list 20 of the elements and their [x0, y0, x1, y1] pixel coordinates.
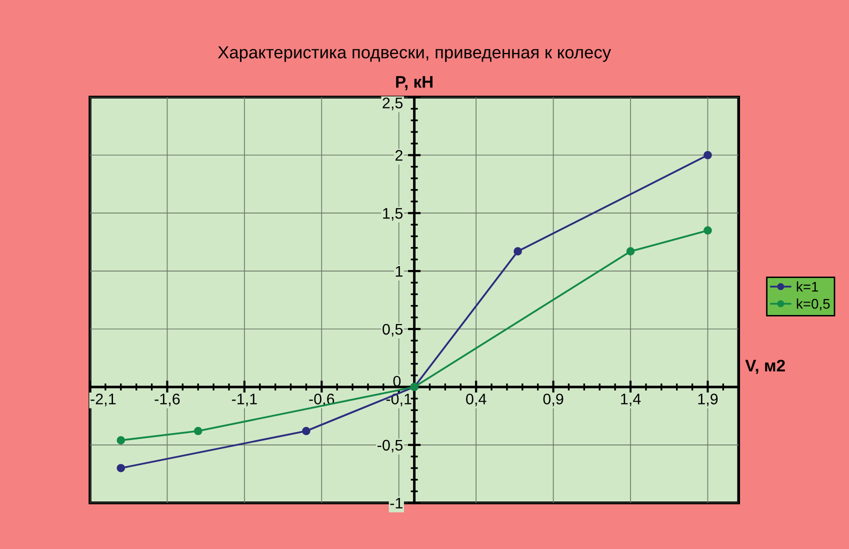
y-tick-label: 0	[393, 376, 401, 387]
y-tick-label: -0,5	[378, 440, 403, 452]
chart-title: Характеристика подвески, приведенная к колесу	[218, 46, 612, 62]
x-tick-label: -1,6	[154, 394, 180, 406]
x-tick-label: 0,4	[466, 394, 486, 406]
x-axis-title: V, м2	[745, 360, 785, 374]
y-tick-label: 0,5	[382, 324, 403, 336]
x-tick-label: 1,4	[621, 394, 641, 406]
x-tick-label: -2,1	[90, 394, 116, 406]
legend-label: k=1	[796, 281, 818, 292]
y-tick-label: 1,5	[383, 208, 403, 221]
y-tick-label: 1	[396, 266, 402, 277]
y-tick-label: 2	[395, 150, 402, 161]
y-tick-label: -1	[390, 498, 402, 508]
y-tick-label: 2,5	[382, 98, 403, 110]
legend-label: k=0,5	[796, 298, 830, 310]
x-tick-label: 0,9	[543, 394, 564, 406]
x-tick-label: 1,9	[698, 394, 718, 406]
y-axis-title: P, кН	[396, 76, 432, 90]
x-tick-label: -1,1	[232, 394, 257, 406]
